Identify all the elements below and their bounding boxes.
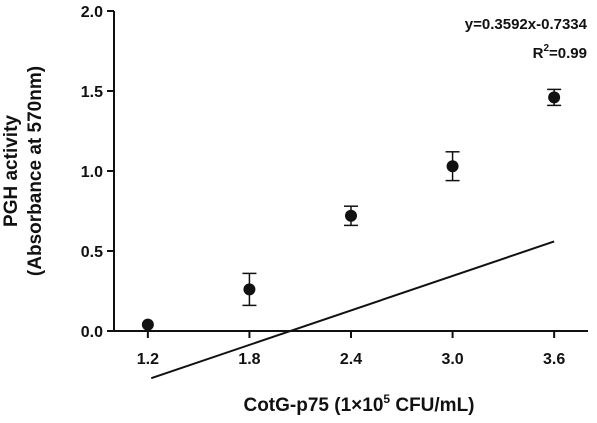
y-tick-label: 2.0 — [81, 4, 103, 21]
data-points — [141, 88, 562, 331]
data-point — [548, 91, 561, 104]
data-point — [446, 160, 459, 173]
r-squared-prefix: R — [533, 45, 544, 62]
x-axis-title: CotG-p75 (1×105 CFU/mL) — [243, 392, 474, 416]
r-squared-text: R2=0.99 — [533, 43, 587, 62]
axes: 0.0 0.5 1.0 1.5 2.0 1.2 1.8 2.4 3.0 3.6 — [81, 4, 588, 368]
fit-line — [150, 240, 555, 380]
y-tick-label: 1.0 — [81, 164, 103, 181]
x-axis-title-main: CotG-p75 (1×10 — [243, 395, 383, 416]
x-axis-title-superscript: 5 — [383, 392, 390, 406]
y-tick-label: 0.0 — [81, 324, 103, 341]
fit-equation-text: y=0.3592x-0.7334 — [465, 16, 588, 33]
x-tick-label: 1.2 — [137, 351, 159, 368]
y-tick-label: 0.5 — [81, 244, 103, 261]
x-axis-title-tail: CFU/mL) — [390, 395, 474, 416]
x-tick-label: 3.6 — [543, 351, 565, 368]
r-squared-superscript: 2 — [543, 43, 549, 54]
y-axis-title-line2: (Absorbance at 570nm) — [25, 66, 46, 276]
fit-layer — [150, 240, 555, 380]
x-tick-label: 3.0 — [441, 351, 463, 368]
x-tick-label: 2.4 — [340, 351, 362, 368]
y-axis-title-line1: PGH activity — [1, 115, 22, 227]
x-tick-label: 1.8 — [238, 351, 260, 368]
y-tick-label: 1.5 — [81, 84, 103, 101]
y-axis-title: PGH activity (Absorbance at 570nm) — [1, 66, 46, 276]
equation-annotation: y=0.3592x-0.7334 R2=0.99 — [465, 16, 588, 62]
data-point — [243, 283, 256, 296]
data-point — [141, 318, 154, 331]
data-point — [345, 209, 357, 222]
r-squared-value: =0.99 — [549, 45, 587, 62]
